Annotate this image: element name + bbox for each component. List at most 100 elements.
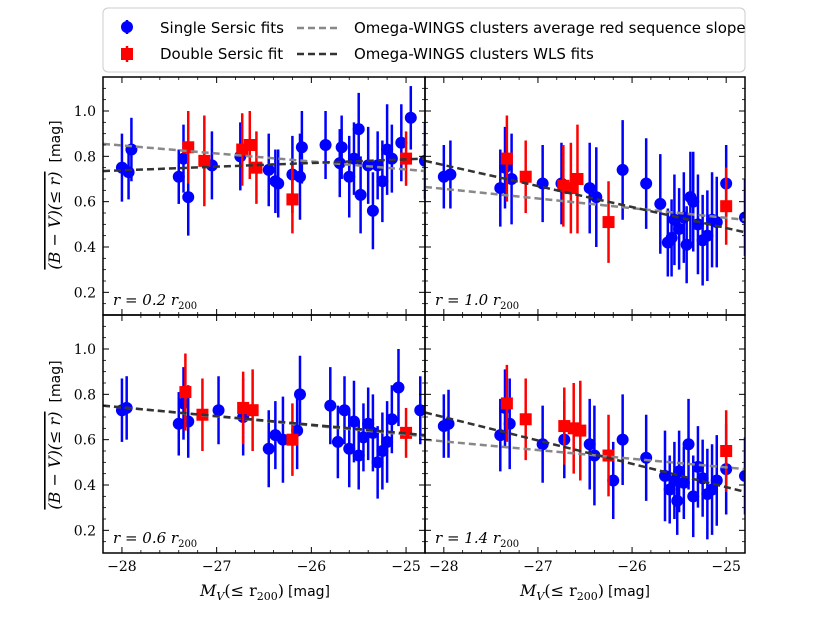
double-point — [558, 420, 571, 433]
y-tick-label: 0.8 — [74, 149, 96, 165]
single-point — [182, 191, 195, 204]
single-point — [262, 163, 275, 176]
y-tick-label: 0.2 — [74, 523, 96, 539]
x-axis-label-right-unit: [mag] — [608, 584, 650, 600]
x-axis-label-right-math: M — [519, 581, 537, 600]
x-axis-label-right: MV(≤ r200) [mag] — [519, 581, 650, 603]
single-point — [640, 177, 653, 190]
single-point — [212, 404, 225, 417]
single-point — [371, 456, 384, 469]
single-point — [680, 238, 693, 251]
single-point — [442, 417, 455, 430]
y-tick-label: 0.4 — [74, 240, 96, 256]
x-axis-label-left-close: ) — [278, 581, 284, 600]
y-tick-label: 0.6 — [74, 433, 96, 449]
panel-annotation-sub: 200 — [178, 301, 197, 312]
panel-top-left: 0.2 0.4 0.6 0.8 1.0 r = 0.2 r200 — [74, 76, 426, 316]
panel-plot-area — [103, 86, 425, 250]
single-point — [338, 404, 351, 417]
double-point — [602, 216, 615, 229]
single-point — [331, 435, 344, 448]
legend-wls-label: Omega-WINGS clusters WLS fits — [354, 45, 594, 63]
double-point — [564, 182, 577, 195]
x-tick-label: −26 — [617, 559, 647, 575]
y-axis-label-top-unit: [mag] — [48, 120, 64, 162]
single-point — [381, 435, 394, 448]
single-point — [687, 490, 700, 503]
panel-plot-area — [103, 349, 425, 499]
single-point — [319, 139, 332, 151]
x-tick-label: −25 — [391, 559, 421, 575]
panel-frame — [424, 314, 746, 554]
single-point — [414, 404, 425, 417]
single-point — [691, 460, 704, 473]
x-axis-label-right-sub: V — [536, 590, 545, 603]
y-axis-label-bottom: (B − V)(≤ r) [mag] — [45, 360, 64, 509]
x-axis-label-left-math: M — [199, 581, 217, 600]
panel-annotation: r = 0.6 r200 — [113, 529, 197, 550]
single-point — [616, 163, 629, 176]
single-point — [392, 381, 405, 394]
single-point — [385, 152, 398, 165]
single-point — [376, 445, 389, 457]
single-point — [494, 182, 507, 195]
single-point — [366, 204, 379, 217]
single-point — [324, 399, 337, 412]
panel-plot-area — [425, 364, 745, 540]
legend-entry-wls: Omega-WINGS clusters WLS fits — [297, 45, 594, 63]
single-point — [182, 415, 195, 428]
panel-annotation-sub: 200 — [500, 539, 519, 550]
single-point — [172, 170, 185, 183]
double-point — [179, 386, 192, 399]
single-point — [276, 433, 289, 446]
x-axis-label-left-unit: [mag] — [288, 584, 330, 600]
single-point — [583, 438, 596, 451]
double-point — [500, 152, 513, 165]
x-axis-label-right-close: ) — [598, 581, 604, 600]
single-point — [172, 417, 185, 430]
x-tick-label: −28 — [429, 559, 459, 575]
y-axis-label-top-math: (B − V)(≤ r) — [45, 172, 64, 270]
single-point — [673, 222, 686, 235]
double-point — [286, 193, 299, 206]
panel-plot-area — [425, 115, 745, 286]
legend-avg-label: Omega-WINGS clusters average red sequenc… — [354, 19, 746, 37]
panel-annotation-main: r = 1.4 r — [435, 529, 501, 547]
x-tick-label: −27 — [202, 559, 232, 575]
y-tick-label: 0.4 — [74, 478, 96, 494]
panel-annotation-main: r = 0.2 r — [113, 291, 179, 309]
avg-slope-line — [103, 142, 425, 173]
single-point — [122, 166, 135, 179]
double-point — [574, 424, 587, 437]
legend-double-label: Double Sersic fit — [160, 45, 283, 63]
single-point — [687, 195, 700, 208]
double-point — [519, 170, 532, 183]
svg-text:(B − V)(≤ r) [mag]: (B − V)(≤ r) [mag] — [45, 360, 64, 509]
single-point — [335, 141, 348, 154]
x-axis-label-right-rest: (≤ r — [544, 581, 577, 600]
single-point — [295, 141, 308, 154]
y-axis-label-bottom-unit: [mag] — [48, 360, 64, 402]
double-point — [720, 445, 733, 457]
x-tick-label: −25 — [711, 559, 741, 575]
x-axis-label-right-sub2: 200 — [577, 590, 598, 603]
single-point — [640, 451, 653, 464]
double-point — [243, 139, 256, 151]
single-point — [739, 469, 745, 482]
legend-entry-single: Single Sersic fits — [121, 19, 284, 37]
single-point — [444, 168, 457, 181]
panel-annotation: r = 1.4 r200 — [435, 529, 519, 550]
avg-slope-line — [425, 438, 745, 471]
avg-slope-line — [425, 185, 745, 222]
single-point — [352, 449, 365, 462]
double-point — [286, 433, 299, 446]
double-point — [198, 154, 211, 167]
panel-annotation-main: r = 1.0 r — [435, 291, 501, 309]
legend-double-marker — [121, 48, 133, 60]
single-point — [354, 188, 367, 201]
y-tick-label: 0.8 — [74, 387, 96, 403]
x-axis-label-left-sub: V — [216, 590, 225, 603]
svg-text:MV(≤ r200)[mag]: MV(≤ r200) [mag] — [199, 581, 330, 603]
double-point — [519, 413, 532, 426]
